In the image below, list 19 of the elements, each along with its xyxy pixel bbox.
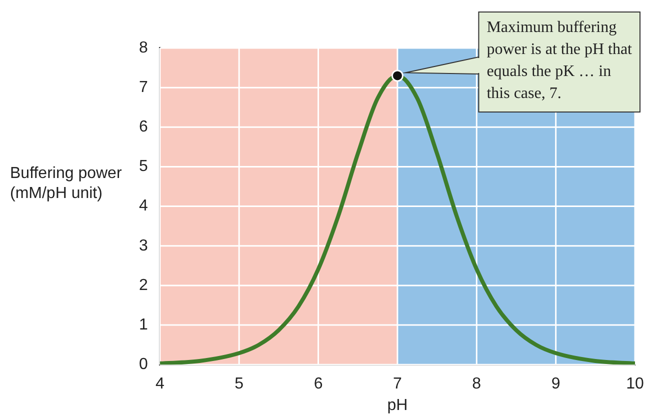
x-tick-label: 7 [392,376,402,393]
annotation: Maximum buffering power is at the pH that equals the pK … in this case, 7. [486,19,633,102]
x-tick-label: 4 [155,376,164,393]
x-tick-label: 5 [234,376,244,393]
y-tick-label: 1 [138,316,148,334]
y-tick-label: 4 [138,198,148,215]
y-tick-label: 6 [138,118,148,136]
y-tick-label: 5 [138,158,148,176]
y-tick-label: 8 [138,39,148,56]
y-tick-label: 2 [138,276,148,294]
x-tick-label: 10 [626,376,644,393]
x-tick-label: 8 [472,376,482,393]
x-tick-label: 9 [551,376,560,393]
y-tick-label: 3 [138,237,148,254]
y-axis-title: Buffering power (mM/pH unit) [10,165,122,202]
y-tick-label: 0 [138,356,148,374]
x-axis-title: pH [387,396,408,414]
y-tick-label: 7 [138,78,148,96]
x-tick-label: 6 [314,376,323,393]
